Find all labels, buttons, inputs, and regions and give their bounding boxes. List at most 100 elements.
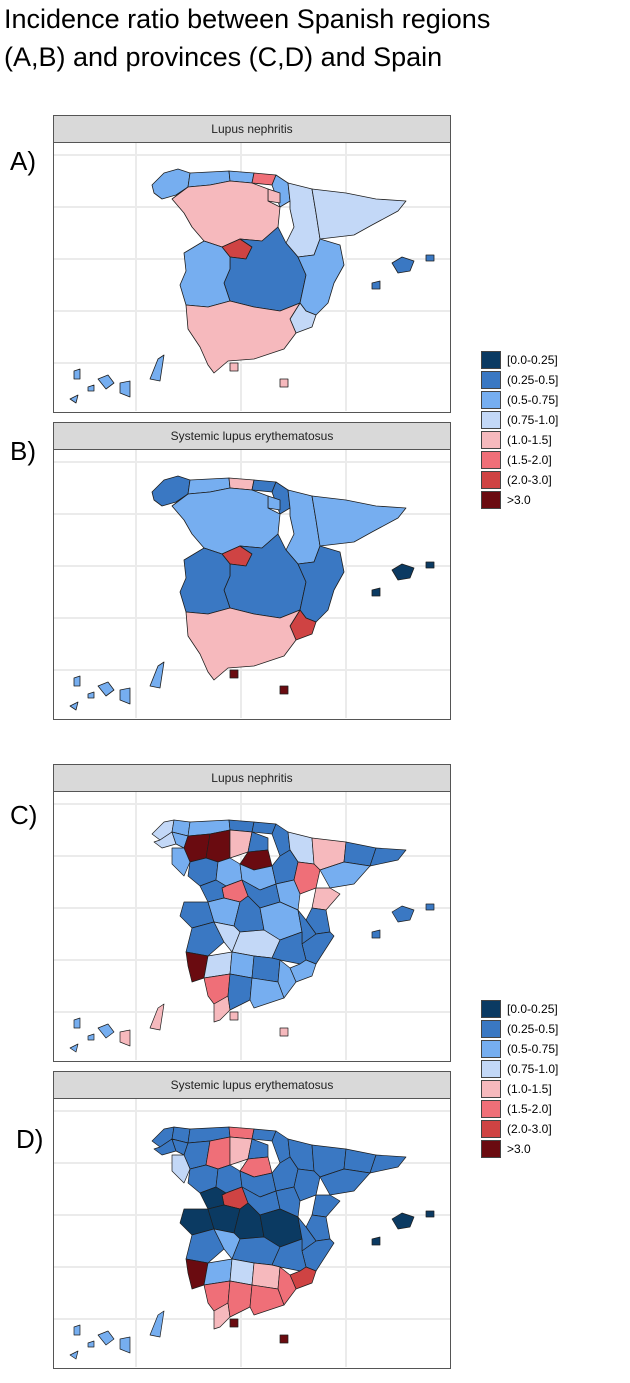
- title-line-1: Incidence ratio between Spanish regions: [4, 4, 491, 34]
- legend-swatch: [481, 351, 501, 369]
- legend-item: (0.25-0.5]: [481, 370, 558, 390]
- region-extremadura: [179, 547, 231, 615]
- province: [249, 977, 285, 1009]
- region-ceuta: [229, 362, 239, 372]
- province: [311, 1194, 341, 1218]
- legend-label: (1.0-1.5]: [507, 433, 552, 447]
- region-castile-leon: [171, 487, 281, 555]
- legend-item: >3.0: [481, 490, 558, 510]
- region-navarre: [271, 481, 291, 515]
- province: [185, 1258, 209, 1290]
- region-balearic-islands: [371, 254, 435, 290]
- region-melilla: [279, 685, 289, 695]
- legend-swatch: [481, 1020, 501, 1038]
- province: [371, 903, 435, 939]
- legend-provinces: [0.0-0.25] (0.25-0.5] (0.5-0.75] (0.75-1…: [481, 999, 558, 1159]
- province: [213, 995, 231, 1023]
- legend-label: (0.75-1.0]: [507, 1062, 559, 1076]
- legend-swatch: [481, 471, 501, 489]
- legend-label: [0.0-0.25]: [507, 1002, 558, 1016]
- province-las-palmas: [119, 1310, 165, 1354]
- legend-label: (0.5-0.75]: [507, 1042, 559, 1056]
- panel-c: Lupus nephritis: [53, 764, 451, 1062]
- legend-swatch: [481, 1000, 501, 1018]
- province: [171, 847, 191, 877]
- province: [227, 1280, 253, 1318]
- region-catalonia: [311, 495, 407, 547]
- province: [319, 861, 371, 889]
- province: [249, 1284, 285, 1316]
- legend-label: (1.0-1.5]: [507, 1082, 552, 1096]
- legend-item: (1.0-1.5]: [481, 1079, 558, 1099]
- legend-item: (2.0-3.0]: [481, 470, 558, 490]
- province-ceuta: [229, 1318, 239, 1328]
- legend-label: >3.0: [507, 1142, 531, 1156]
- province: [229, 1258, 255, 1286]
- province: [371, 1210, 435, 1246]
- panel-a-letter: A): [10, 146, 36, 176]
- legend-item: [0.0-0.25]: [481, 350, 558, 370]
- region-andalusia: [185, 607, 301, 681]
- region-catalonia: [311, 188, 407, 240]
- province-ceuta: [229, 1011, 239, 1021]
- region-ceuta: [229, 669, 239, 679]
- legend-label: (0.25-0.5]: [507, 1022, 559, 1036]
- province: [227, 973, 253, 1011]
- legend-label: (0.25-0.5]: [507, 373, 559, 387]
- legend-label: (1.5-2.0]: [507, 1102, 552, 1116]
- legend-label: [0.0-0.25]: [507, 353, 558, 367]
- panel-d-letter: D): [16, 1124, 44, 1154]
- panel-d-map: [54, 1099, 450, 1367]
- legend-swatch: [481, 1040, 501, 1058]
- region-valencia: [297, 238, 345, 316]
- province: [277, 959, 297, 999]
- province: [251, 1262, 281, 1290]
- title-line-2: (A,B) and provinces (C,D) and Spain: [4, 42, 443, 72]
- panel-a-map: [54, 143, 450, 411]
- legend-swatch: [481, 391, 501, 409]
- figure-title: Incidence ratio between Spanish regions …: [4, 0, 624, 76]
- region-balearic-islands: [371, 561, 435, 597]
- panel-b-strip: Systemic lupus erythematosus: [54, 423, 450, 450]
- legend-item: (1.5-2.0]: [481, 1099, 558, 1119]
- province: [271, 823, 291, 857]
- province-santa-cruz: [69, 1324, 115, 1360]
- legend-item: (0.25-0.5]: [481, 1019, 558, 1039]
- panel-d-strip: Systemic lupus erythematosus: [54, 1072, 450, 1099]
- panel-a: Lupus nephritis: [53, 115, 451, 413]
- legend-label: (2.0-3.0]: [507, 1122, 552, 1136]
- legend-item: (1.5-2.0]: [481, 450, 558, 470]
- province: [369, 1154, 407, 1174]
- legend-item: (0.75-1.0]: [481, 1059, 558, 1079]
- region-melilla: [279, 378, 289, 388]
- legend-label: >3.0: [507, 493, 531, 507]
- region-andalusia: [185, 300, 301, 374]
- legend-swatch: [481, 431, 501, 449]
- panel-b: Systemic lupus erythematosus: [53, 422, 451, 720]
- legend-item: (0.75-1.0]: [481, 410, 558, 430]
- province: [271, 1130, 291, 1164]
- province-melilla: [279, 1027, 289, 1037]
- province: [319, 1168, 371, 1196]
- legend-item: (2.0-3.0]: [481, 1119, 558, 1139]
- province: [275, 879, 301, 911]
- legend-label: (0.75-1.0]: [507, 413, 559, 427]
- province: [213, 1302, 231, 1330]
- panel-d: Systemic lupus erythematosus: [53, 1071, 451, 1369]
- province: [229, 951, 255, 979]
- province: [185, 921, 225, 957]
- legend-swatch: [481, 491, 501, 509]
- province: [277, 1266, 297, 1306]
- province: [275, 1186, 301, 1218]
- province: [185, 1228, 225, 1264]
- legend-item: [0.0-0.25]: [481, 999, 558, 1019]
- legend-swatch: [481, 451, 501, 469]
- province: [205, 829, 231, 863]
- province-melilla: [279, 1334, 289, 1344]
- province: [185, 951, 209, 983]
- legend-regions: [0.0-0.25] (0.25-0.5] (0.5-0.75] (0.75-1…: [481, 350, 558, 510]
- province: [171, 1154, 191, 1184]
- legend-swatch: [481, 371, 501, 389]
- region-castile-leon: [171, 180, 281, 248]
- panel-c-letter: C): [10, 800, 38, 830]
